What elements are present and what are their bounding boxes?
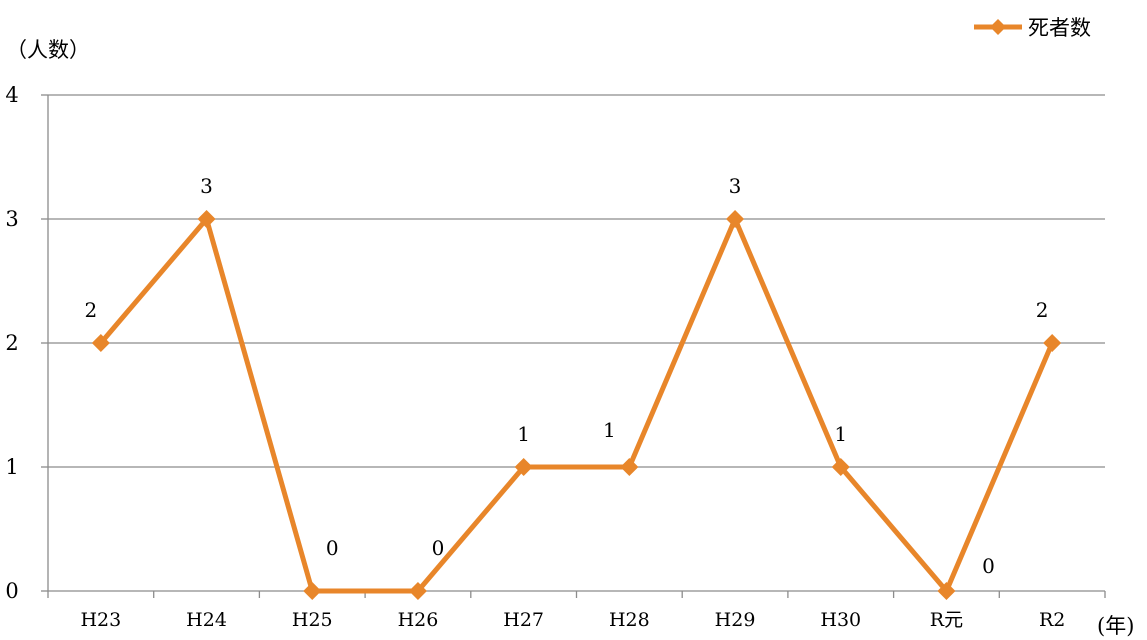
y-tick-label: 3 bbox=[5, 207, 18, 231]
y-tick-label: 0 bbox=[5, 579, 18, 603]
x-tick-label: R2 bbox=[1039, 609, 1065, 631]
data-label: 3 bbox=[200, 174, 213, 198]
data-point bbox=[937, 582, 956, 600]
data-point bbox=[1043, 334, 1062, 352]
data-point bbox=[726, 210, 745, 228]
data-label: 1 bbox=[603, 418, 616, 442]
data-point bbox=[408, 582, 427, 600]
data-label: 0 bbox=[982, 554, 995, 578]
y-tick-label: 2 bbox=[5, 331, 18, 355]
x-axis-label: (年) bbox=[1097, 614, 1135, 638]
x-tick-label: H28 bbox=[609, 609, 650, 631]
x-tick-label: H26 bbox=[398, 609, 439, 631]
x-tick-label: H29 bbox=[715, 609, 756, 631]
legend: 死者数 bbox=[972, 12, 1091, 42]
x-tick-label: H24 bbox=[186, 609, 227, 631]
data-point bbox=[197, 210, 216, 228]
data-point bbox=[303, 582, 322, 600]
legend-swatch-icon bbox=[974, 19, 1022, 35]
data-point bbox=[91, 334, 110, 352]
x-tick-label: H27 bbox=[503, 609, 544, 631]
x-tick-label: H25 bbox=[292, 609, 333, 631]
y-axis-label: （人数） bbox=[6, 38, 90, 62]
y-tick-label: 1 bbox=[5, 455, 18, 479]
x-tick-label: H23 bbox=[80, 609, 121, 631]
data-label: 1 bbox=[517, 422, 530, 446]
data-point bbox=[514, 458, 533, 476]
x-tick-label: R元 bbox=[930, 609, 963, 631]
data-point bbox=[620, 458, 639, 476]
data-label: 2 bbox=[1036, 298, 1049, 322]
data-label: 0 bbox=[432, 536, 445, 560]
data-label: 0 bbox=[326, 536, 339, 560]
data-label: 3 bbox=[729, 174, 742, 198]
data-label: 2 bbox=[84, 298, 97, 322]
legend-label: 死者数 bbox=[1028, 16, 1091, 40]
x-tick-label: H30 bbox=[820, 609, 861, 631]
series-line bbox=[98, 216, 1055, 594]
data-label: 1 bbox=[834, 422, 847, 446]
y-tick-label: 4 bbox=[5, 83, 18, 107]
data-point bbox=[831, 458, 850, 476]
